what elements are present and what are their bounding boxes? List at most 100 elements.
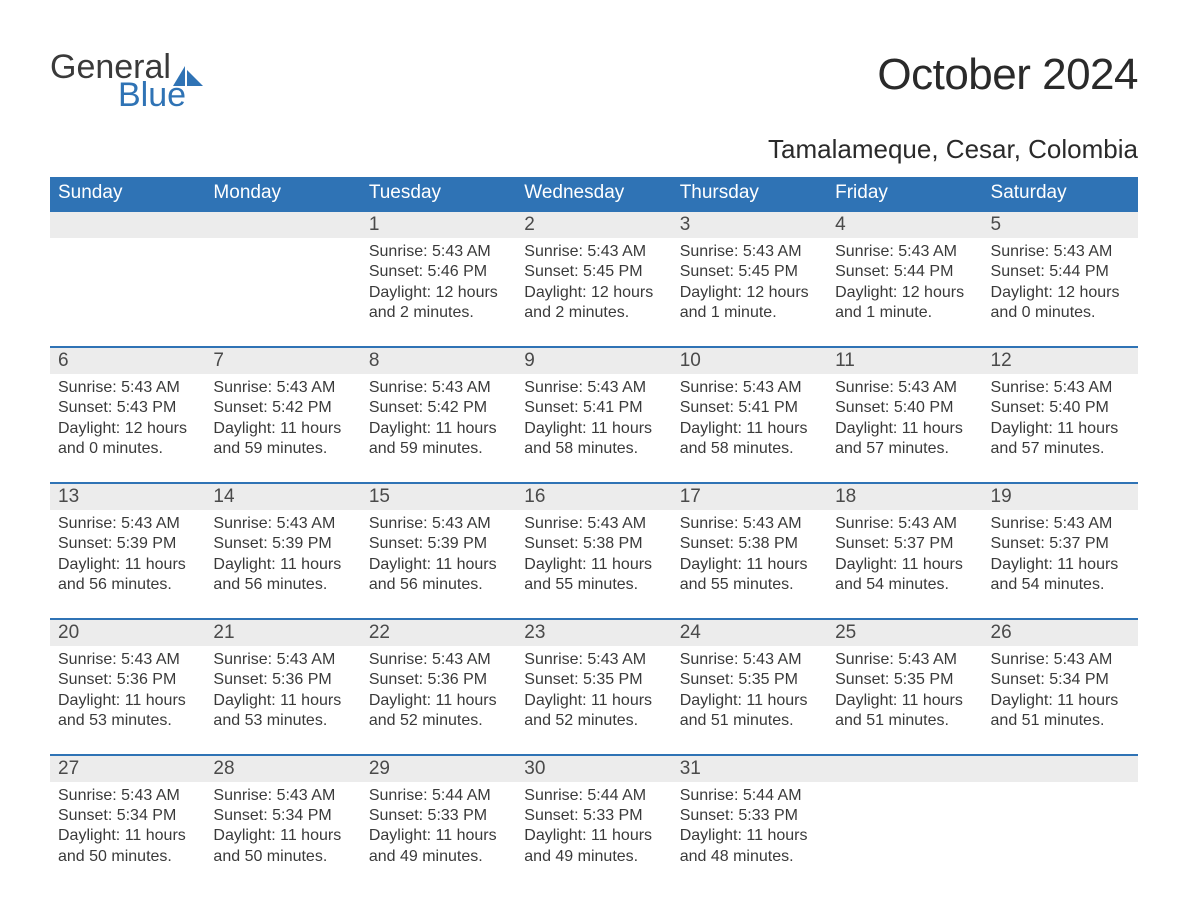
day-cell: 2Sunrise: 5:43 AMSunset: 5:45 PMDaylight… xyxy=(516,210,671,346)
day-body: Sunrise: 5:43 AMSunset: 5:37 PMDaylight:… xyxy=(983,510,1138,618)
day-daylight2: and 1 minute. xyxy=(680,303,819,323)
day-daylight2: and 52 minutes. xyxy=(369,711,508,731)
day-cell xyxy=(827,754,982,890)
dow-thursday: Thursday xyxy=(672,177,827,210)
day-sunrise: Sunrise: 5:43 AM xyxy=(213,786,352,806)
day-number: 20 xyxy=(50,620,205,646)
day-body: Sunrise: 5:43 AMSunset: 5:35 PMDaylight:… xyxy=(516,646,671,754)
day-sunset: Sunset: 5:39 PM xyxy=(58,534,197,554)
day-number: 6 xyxy=(50,348,205,374)
day-sunrise: Sunrise: 5:43 AM xyxy=(835,650,974,670)
day-sunrise: Sunrise: 5:43 AM xyxy=(991,514,1130,534)
day-sunrise: Sunrise: 5:43 AM xyxy=(991,242,1130,262)
week-row: 6Sunrise: 5:43 AMSunset: 5:43 PMDaylight… xyxy=(50,346,1138,482)
day-body: Sunrise: 5:43 AMSunset: 5:35 PMDaylight:… xyxy=(672,646,827,754)
day-sunrise: Sunrise: 5:43 AM xyxy=(524,650,663,670)
day-body: Sunrise: 5:43 AMSunset: 5:46 PMDaylight:… xyxy=(361,238,516,346)
day-body: Sunrise: 5:43 AMSunset: 5:38 PMDaylight:… xyxy=(672,510,827,618)
day-sunrise: Sunrise: 5:43 AM xyxy=(58,650,197,670)
day-sunrise: Sunrise: 5:43 AM xyxy=(680,650,819,670)
day-sunset: Sunset: 5:34 PM xyxy=(991,670,1130,690)
day-daylight1: Daylight: 11 hours xyxy=(58,826,197,846)
day-body: Sunrise: 5:43 AMSunset: 5:44 PMDaylight:… xyxy=(827,238,982,346)
dow-wednesday: Wednesday xyxy=(516,177,671,210)
day-body: Sunrise: 5:43 AMSunset: 5:40 PMDaylight:… xyxy=(827,374,982,482)
day-cell: 5Sunrise: 5:43 AMSunset: 5:44 PMDaylight… xyxy=(983,210,1138,346)
day-number: 10 xyxy=(672,348,827,374)
day-sunset: Sunset: 5:42 PM xyxy=(213,398,352,418)
day-daylight1: Daylight: 11 hours xyxy=(680,691,819,711)
day-sunrise: Sunrise: 5:43 AM xyxy=(524,242,663,262)
day-body: Sunrise: 5:43 AMSunset: 5:45 PMDaylight:… xyxy=(672,238,827,346)
day-body: Sunrise: 5:43 AMSunset: 5:36 PMDaylight:… xyxy=(50,646,205,754)
day-daylight2: and 2 minutes. xyxy=(369,303,508,323)
day-body: Sunrise: 5:43 AMSunset: 5:40 PMDaylight:… xyxy=(983,374,1138,482)
day-daylight1: Daylight: 11 hours xyxy=(369,691,508,711)
day-daylight2: and 0 minutes. xyxy=(991,303,1130,323)
day-sunset: Sunset: 5:36 PM xyxy=(369,670,508,690)
day-sunset: Sunset: 5:40 PM xyxy=(991,398,1130,418)
day-daylight1: Daylight: 11 hours xyxy=(213,691,352,711)
day-sunset: Sunset: 5:42 PM xyxy=(369,398,508,418)
day-sunrise: Sunrise: 5:43 AM xyxy=(369,378,508,398)
day-body: Sunrise: 5:43 AMSunset: 5:42 PMDaylight:… xyxy=(205,374,360,482)
day-body: Sunrise: 5:43 AMSunset: 5:34 PMDaylight:… xyxy=(205,782,360,890)
dow-sunday: Sunday xyxy=(50,177,205,210)
day-sunset: Sunset: 5:41 PM xyxy=(680,398,819,418)
day-number: 22 xyxy=(361,620,516,646)
day-daylight1: Daylight: 11 hours xyxy=(369,826,508,846)
day-body: Sunrise: 5:43 AMSunset: 5:43 PMDaylight:… xyxy=(50,374,205,482)
day-number: 30 xyxy=(516,756,671,782)
day-body: Sunrise: 5:43 AMSunset: 5:39 PMDaylight:… xyxy=(50,510,205,618)
day-number: 2 xyxy=(516,212,671,238)
day-daylight1: Daylight: 11 hours xyxy=(991,691,1130,711)
logo-sail-icon xyxy=(173,60,203,84)
day-body: Sunrise: 5:43 AMSunset: 5:41 PMDaylight:… xyxy=(516,374,671,482)
day-cell: 20Sunrise: 5:43 AMSunset: 5:36 PMDayligh… xyxy=(50,618,205,754)
day-body xyxy=(827,782,982,882)
day-number: 1 xyxy=(361,212,516,238)
day-number: 19 xyxy=(983,484,1138,510)
title-block: October 2024 xyxy=(877,50,1138,100)
day-sunset: Sunset: 5:41 PM xyxy=(524,398,663,418)
day-cell: 3Sunrise: 5:43 AMSunset: 5:45 PMDaylight… xyxy=(672,210,827,346)
day-cell: 4Sunrise: 5:43 AMSunset: 5:44 PMDaylight… xyxy=(827,210,982,346)
day-number: 23 xyxy=(516,620,671,646)
day-cell: 26Sunrise: 5:43 AMSunset: 5:34 PMDayligh… xyxy=(983,618,1138,754)
day-daylight2: and 58 minutes. xyxy=(680,439,819,459)
day-daylight2: and 52 minutes. xyxy=(524,711,663,731)
day-daylight2: and 0 minutes. xyxy=(58,439,197,459)
dow-saturday: Saturday xyxy=(983,177,1138,210)
day-body: Sunrise: 5:43 AMSunset: 5:39 PMDaylight:… xyxy=(361,510,516,618)
day-sunrise: Sunrise: 5:44 AM xyxy=(524,786,663,806)
day-daylight1: Daylight: 11 hours xyxy=(524,691,663,711)
day-daylight2: and 2 minutes. xyxy=(524,303,663,323)
day-sunset: Sunset: 5:37 PM xyxy=(835,534,974,554)
day-sunrise: Sunrise: 5:43 AM xyxy=(213,650,352,670)
day-cell: 21Sunrise: 5:43 AMSunset: 5:36 PMDayligh… xyxy=(205,618,360,754)
day-daylight1: Daylight: 11 hours xyxy=(213,419,352,439)
day-sunset: Sunset: 5:44 PM xyxy=(835,262,974,282)
day-cell: 25Sunrise: 5:43 AMSunset: 5:35 PMDayligh… xyxy=(827,618,982,754)
day-sunrise: Sunrise: 5:43 AM xyxy=(835,514,974,534)
day-body: Sunrise: 5:44 AMSunset: 5:33 PMDaylight:… xyxy=(672,782,827,890)
day-cell xyxy=(205,210,360,346)
day-cell: 22Sunrise: 5:43 AMSunset: 5:36 PMDayligh… xyxy=(361,618,516,754)
day-cell: 8Sunrise: 5:43 AMSunset: 5:42 PMDaylight… xyxy=(361,346,516,482)
day-cell: 18Sunrise: 5:43 AMSunset: 5:37 PMDayligh… xyxy=(827,482,982,618)
day-sunset: Sunset: 5:39 PM xyxy=(213,534,352,554)
day-sunset: Sunset: 5:39 PM xyxy=(369,534,508,554)
day-daylight2: and 51 minutes. xyxy=(680,711,819,731)
day-body: Sunrise: 5:44 AMSunset: 5:33 PMDaylight:… xyxy=(361,782,516,890)
day-daylight1: Daylight: 11 hours xyxy=(835,419,974,439)
day-daylight2: and 57 minutes. xyxy=(835,439,974,459)
day-daylight2: and 1 minute. xyxy=(835,303,974,323)
day-daylight2: and 50 minutes. xyxy=(58,847,197,867)
day-body: Sunrise: 5:43 AMSunset: 5:37 PMDaylight:… xyxy=(827,510,982,618)
week-row: 1Sunrise: 5:43 AMSunset: 5:46 PMDaylight… xyxy=(50,210,1138,346)
day-daylight2: and 56 minutes. xyxy=(213,575,352,595)
day-sunset: Sunset: 5:38 PM xyxy=(524,534,663,554)
day-daylight1: Daylight: 12 hours xyxy=(680,283,819,303)
day-daylight2: and 51 minutes. xyxy=(991,711,1130,731)
day-daylight1: Daylight: 12 hours xyxy=(835,283,974,303)
